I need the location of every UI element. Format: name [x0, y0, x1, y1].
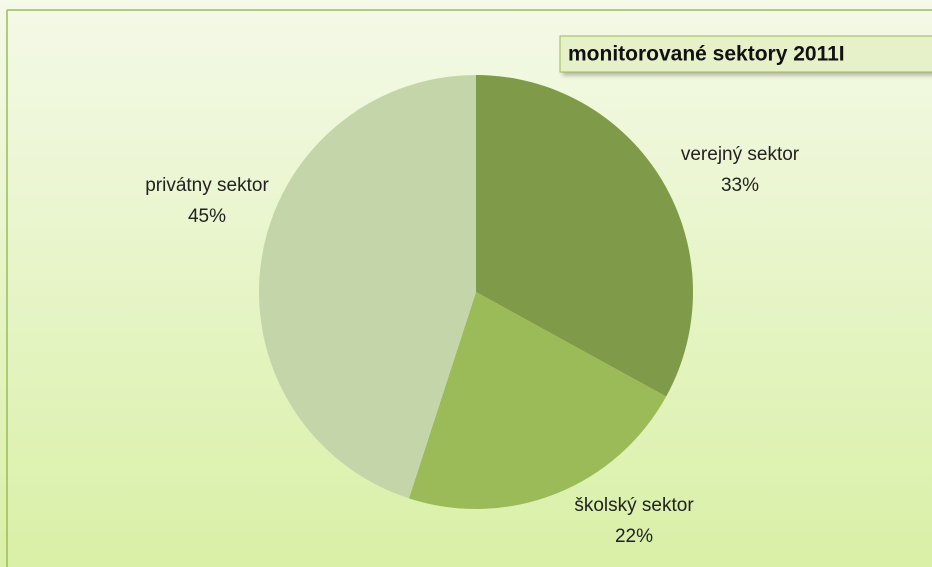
- slice-label: školský sektor: [574, 495, 694, 516]
- slice-label: verejný sektor: [681, 144, 800, 165]
- pie-slice: [258, 75, 476, 499]
- slice-label: privátny sektor: [145, 175, 269, 196]
- chart-title: monitorované sektory 2011I: [568, 43, 845, 66]
- slice-value-label: 45%: [188, 206, 226, 227]
- pie-slice: [408, 292, 667, 510]
- slice-value-label: 33%: [721, 175, 759, 196]
- pie: [258, 75, 694, 510]
- slice-value-label: 22%: [615, 526, 653, 547]
- title-background: [559, 35, 932, 73]
- pie-slice: [476, 75, 694, 397]
- title-box: monitorované sektory 2011I: [559, 35, 932, 73]
